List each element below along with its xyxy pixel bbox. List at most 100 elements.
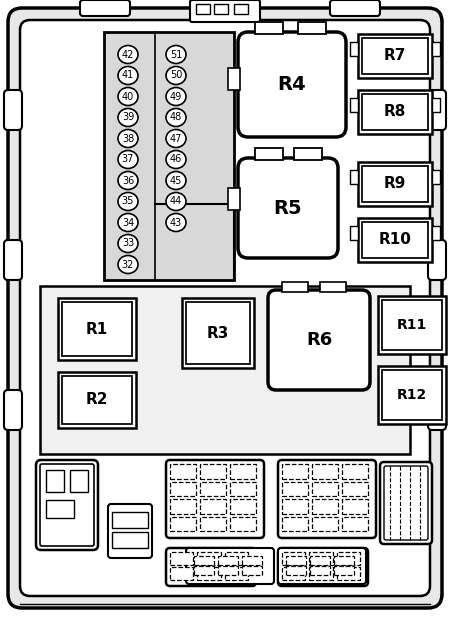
Bar — [350, 226, 358, 240]
Bar — [230, 499, 256, 514]
Text: 40: 40 — [122, 92, 134, 102]
FancyBboxPatch shape — [4, 90, 22, 130]
Bar — [309, 567, 333, 580]
Bar — [234, 4, 248, 14]
Text: R8: R8 — [384, 105, 406, 119]
Ellipse shape — [166, 129, 186, 147]
Bar — [198, 567, 220, 580]
Bar — [432, 226, 440, 240]
Ellipse shape — [118, 150, 138, 168]
Bar — [282, 499, 307, 514]
FancyBboxPatch shape — [278, 548, 366, 584]
FancyBboxPatch shape — [166, 548, 256, 586]
Bar — [432, 98, 440, 112]
FancyBboxPatch shape — [4, 240, 22, 280]
Bar — [350, 42, 358, 56]
FancyBboxPatch shape — [20, 20, 430, 596]
Bar — [225, 552, 248, 565]
Bar — [282, 516, 307, 531]
Bar — [282, 464, 307, 479]
Text: R4: R4 — [278, 75, 306, 94]
Ellipse shape — [166, 214, 186, 232]
Ellipse shape — [166, 46, 186, 64]
Text: 36: 36 — [122, 176, 134, 186]
Bar — [228, 188, 240, 210]
Bar — [362, 94, 428, 130]
Text: 49: 49 — [170, 92, 182, 102]
Bar — [225, 567, 248, 580]
Ellipse shape — [118, 46, 138, 64]
Text: 45: 45 — [170, 176, 182, 186]
Bar — [337, 567, 360, 580]
Text: R1: R1 — [86, 321, 108, 337]
Bar — [337, 552, 360, 565]
Text: 46: 46 — [170, 155, 182, 165]
Text: R10: R10 — [378, 233, 411, 248]
Ellipse shape — [118, 129, 138, 147]
Bar — [358, 90, 432, 134]
Text: 37: 37 — [122, 155, 134, 165]
Bar — [358, 34, 432, 78]
Bar — [182, 298, 254, 368]
FancyBboxPatch shape — [268, 290, 370, 390]
Text: R7: R7 — [384, 48, 406, 64]
Bar — [230, 516, 256, 531]
Bar — [214, 4, 228, 14]
Bar — [342, 516, 368, 531]
Bar — [312, 482, 338, 496]
Bar — [320, 282, 346, 292]
Bar — [362, 222, 428, 258]
Bar — [358, 218, 432, 262]
FancyBboxPatch shape — [4, 390, 22, 430]
FancyBboxPatch shape — [190, 552, 270, 580]
Bar — [350, 98, 358, 112]
FancyBboxPatch shape — [40, 464, 94, 546]
Bar — [432, 170, 440, 184]
FancyBboxPatch shape — [166, 460, 264, 538]
Text: 50: 50 — [170, 71, 182, 80]
Ellipse shape — [118, 214, 138, 232]
FancyBboxPatch shape — [36, 460, 98, 550]
Bar — [170, 464, 195, 479]
FancyBboxPatch shape — [282, 552, 362, 580]
FancyBboxPatch shape — [428, 90, 446, 130]
Bar — [286, 556, 306, 565]
Ellipse shape — [118, 66, 138, 85]
FancyBboxPatch shape — [108, 504, 152, 558]
Text: 32: 32 — [122, 259, 134, 269]
Bar — [170, 499, 195, 514]
FancyBboxPatch shape — [190, 0, 260, 22]
FancyBboxPatch shape — [238, 32, 346, 137]
Text: 48: 48 — [170, 113, 182, 123]
Text: 51: 51 — [170, 50, 182, 59]
FancyBboxPatch shape — [80, 0, 130, 16]
FancyBboxPatch shape — [428, 240, 446, 280]
Text: R3: R3 — [207, 326, 229, 340]
FancyBboxPatch shape — [330, 0, 380, 16]
Text: R11: R11 — [397, 318, 427, 332]
Ellipse shape — [166, 171, 186, 189]
Bar — [200, 464, 225, 479]
Bar — [186, 302, 250, 364]
Bar — [342, 464, 368, 479]
Bar — [255, 22, 283, 34]
Bar — [282, 482, 307, 496]
FancyBboxPatch shape — [278, 548, 368, 586]
Bar — [282, 552, 305, 565]
Bar — [46, 470, 64, 492]
Bar — [62, 302, 132, 356]
Bar — [350, 170, 358, 184]
Ellipse shape — [166, 66, 186, 85]
Ellipse shape — [166, 87, 186, 105]
FancyBboxPatch shape — [278, 460, 376, 538]
Bar — [170, 516, 195, 531]
Bar — [170, 482, 195, 496]
Bar — [312, 499, 338, 514]
Bar — [40, 286, 410, 454]
Bar — [382, 370, 442, 420]
Ellipse shape — [166, 193, 186, 210]
Bar — [46, 500, 74, 518]
Ellipse shape — [118, 171, 138, 189]
Ellipse shape — [118, 256, 138, 274]
Bar — [196, 4, 210, 14]
